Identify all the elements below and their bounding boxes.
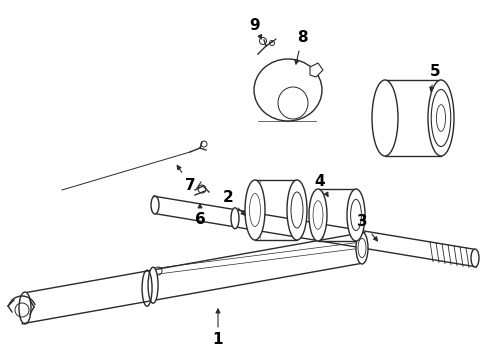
Ellipse shape <box>287 180 307 240</box>
Polygon shape <box>318 189 356 241</box>
Text: 9: 9 <box>250 18 262 39</box>
Polygon shape <box>310 63 323 77</box>
Text: 2: 2 <box>222 190 245 215</box>
Text: 5: 5 <box>430 64 441 91</box>
Text: 3: 3 <box>357 215 377 241</box>
Text: 7: 7 <box>177 165 196 193</box>
Ellipse shape <box>154 267 162 275</box>
Ellipse shape <box>428 80 454 156</box>
Ellipse shape <box>245 180 265 240</box>
Text: 4: 4 <box>315 175 328 197</box>
Polygon shape <box>255 180 297 240</box>
Ellipse shape <box>148 267 158 303</box>
Ellipse shape <box>372 80 398 156</box>
Ellipse shape <box>254 59 322 121</box>
Ellipse shape <box>356 232 368 264</box>
Ellipse shape <box>471 249 479 267</box>
Ellipse shape <box>231 208 239 229</box>
Polygon shape <box>385 80 441 156</box>
Text: 8: 8 <box>295 31 307 64</box>
Ellipse shape <box>347 189 365 241</box>
Text: 6: 6 <box>195 204 205 228</box>
Ellipse shape <box>309 189 327 241</box>
Text: 1: 1 <box>213 309 223 347</box>
